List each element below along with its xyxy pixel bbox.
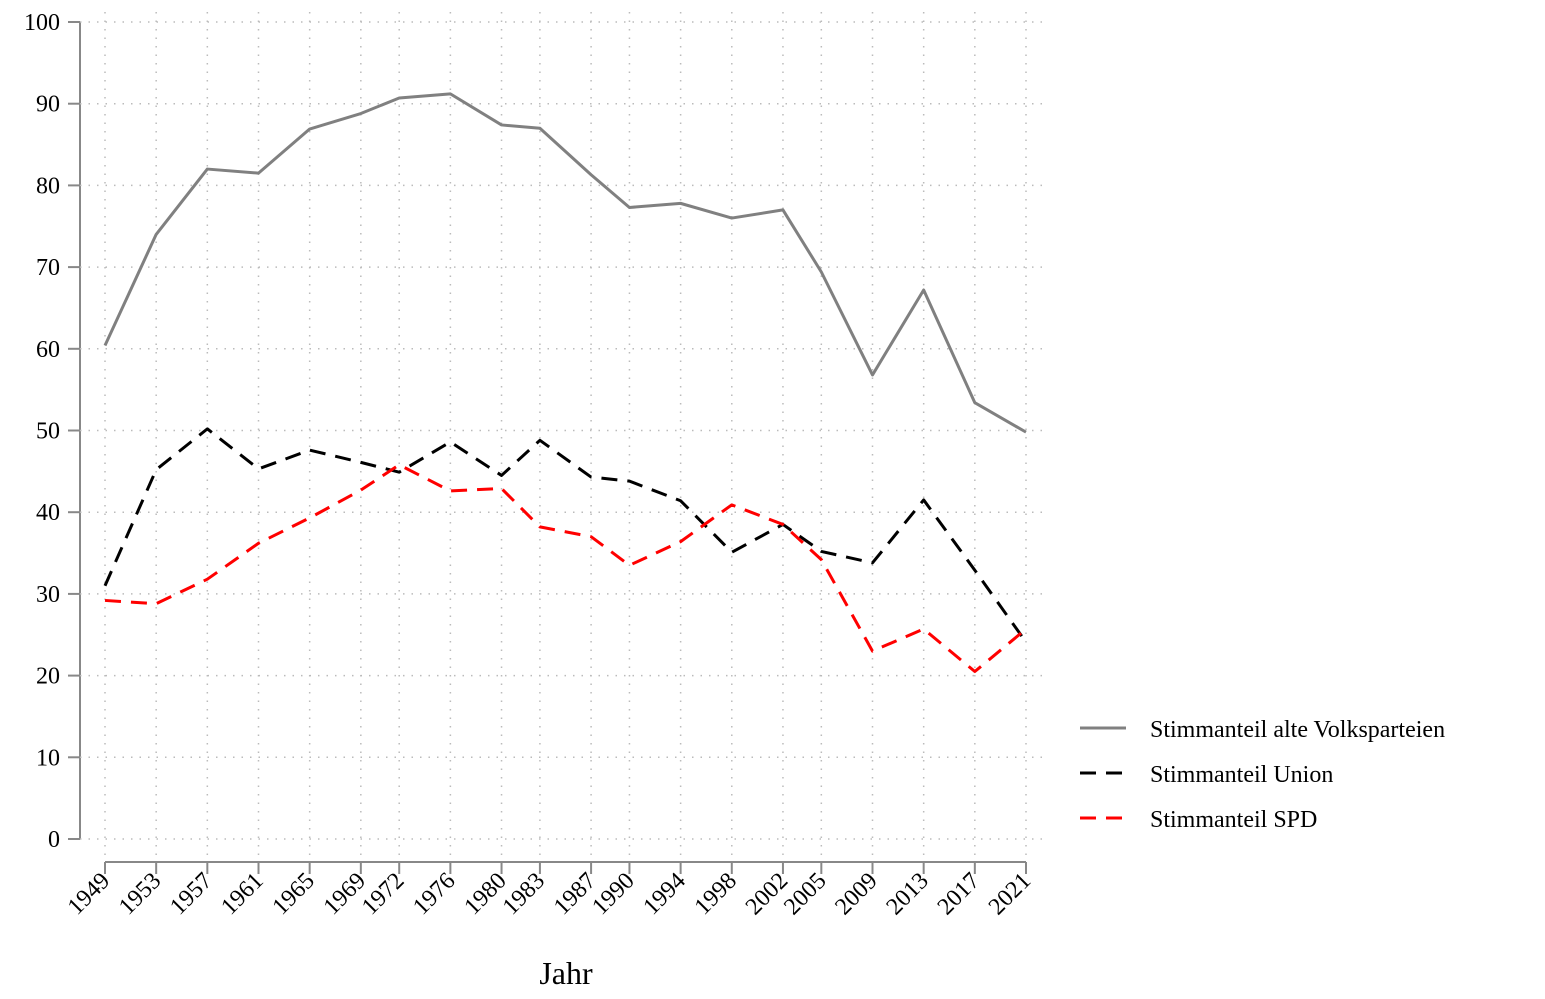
y-tick-label: 60 [36,337,60,363]
series-line [103,427,1028,643]
x-tick-label: 2009 [830,868,882,920]
y-tick-label: 0 [48,827,60,853]
x-tick-label: 1965 [268,868,320,920]
series-line [103,92,1027,434]
legend-label: Stimmanteil alte Volksparteien [1150,717,1445,743]
y-tick-label: 20 [36,664,60,690]
x-tick-label: 1961 [216,868,268,920]
y-tick-label: 90 [36,92,60,118]
x-tick-label: 2013 [882,868,934,920]
x-tick-label: 2002 [741,868,793,920]
y-tick-label: 50 [36,419,60,445]
x-tick-label: 1976 [408,868,460,920]
y-tick-label: 30 [36,582,60,608]
y-tick-label: 80 [36,173,60,199]
x-tick-label: 1972 [357,868,409,920]
legend-label: Stimmanteil Union [1150,762,1333,788]
x-tick-label: 1998 [690,868,742,920]
x-tick-label: 2017 [933,868,985,920]
legend-label: Stimmanteil SPD [1150,807,1317,833]
y-tick-label: 10 [36,745,60,771]
x-tick-label: 1949 [63,868,115,920]
y-tick-label: 100 [24,10,60,36]
x-tick-label: 1994 [639,868,691,920]
x-tick-label: 1990 [587,868,639,920]
x-tick-label: 2005 [779,868,831,920]
series-line [104,463,1027,674]
x-tick-label: 1980 [459,868,511,920]
x-axis-label: Jahr [539,955,593,991]
x-tick-label: 1983 [498,868,550,920]
x-tick-label: 1953 [114,868,166,920]
x-tick-label: 1987 [549,868,601,920]
y-tick-label: 70 [36,255,60,281]
y-tick-label: 40 [36,500,60,526]
x-tick-label: 2021 [984,868,1036,920]
x-tick-label: 1957 [165,868,217,920]
x-tick-label: 1969 [319,868,371,920]
